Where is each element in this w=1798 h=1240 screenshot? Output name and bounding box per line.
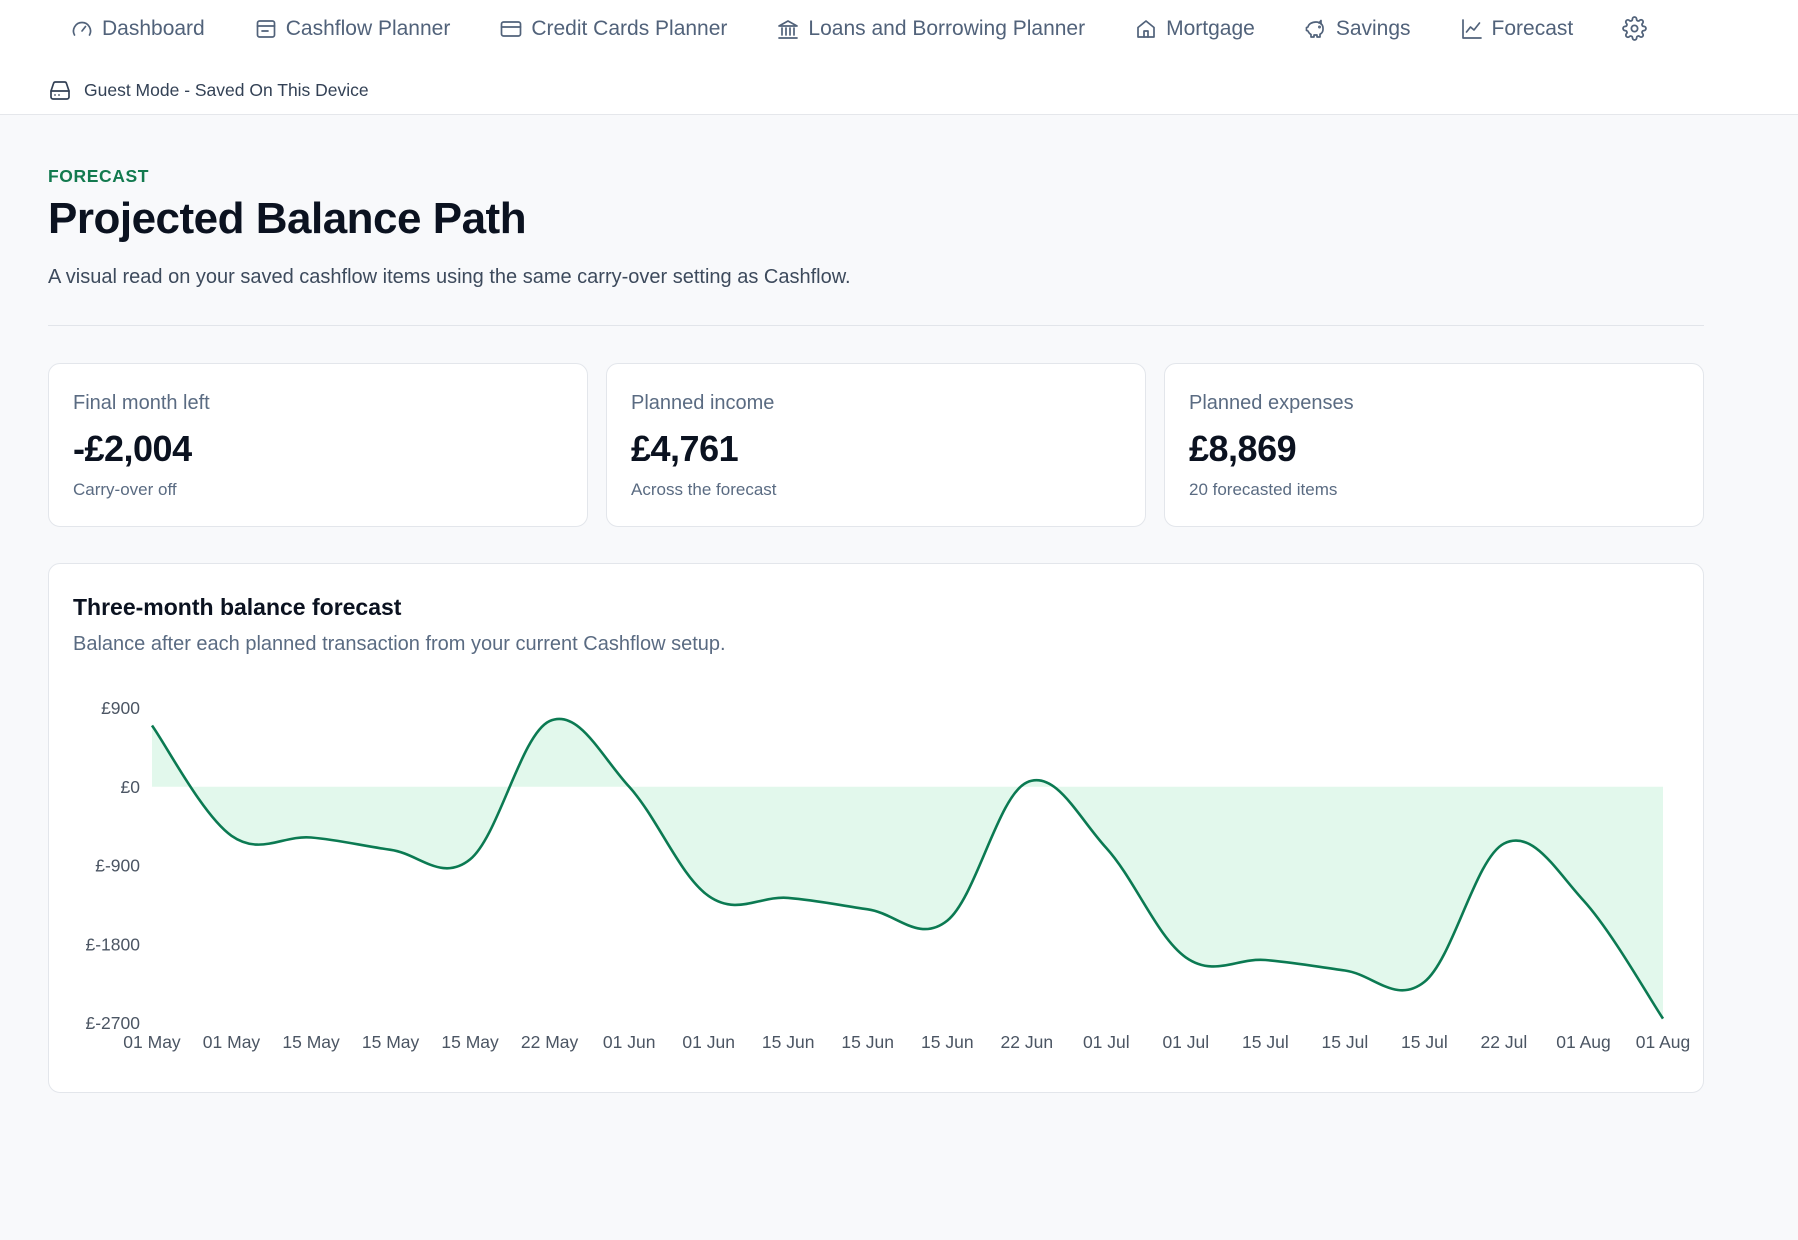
x-axis-tick-label: 01 Jul [1162, 1032, 1209, 1052]
balance-data-point[interactable] [1501, 841, 1507, 847]
x-axis-tick-label: 01 Aug [1636, 1032, 1691, 1052]
y-axis-tick-label: £-2700 [86, 1013, 141, 1033]
x-axis-tick-label: 15 May [441, 1032, 499, 1052]
stat-card-final-month-left: Final month left -£2,004 Carry-over off [48, 363, 588, 527]
balance-data-point[interactable] [1421, 979, 1427, 985]
x-axis-tick-label: 01 Aug [1556, 1032, 1611, 1052]
x-axis-tick-label: 01 Jun [682, 1032, 735, 1052]
balance-data-point[interactable] [1581, 898, 1587, 904]
stat-label: Planned income [631, 392, 775, 414]
x-axis-tick-label: 01 Jun [603, 1032, 656, 1052]
balance-data-point[interactable] [706, 893, 712, 899]
x-axis-tick-label: 01 May [203, 1032, 261, 1052]
header-divider [48, 325, 1704, 326]
x-axis-tick-label: 22 Jun [1001, 1032, 1054, 1052]
x-axis-tick-label: 15 Jun [921, 1032, 974, 1052]
page-eyebrow: FORECAST [48, 166, 150, 186]
nav-savings-label: Savings [1335, 16, 1411, 40]
x-axis-tick-label: 15 Jul [1322, 1032, 1369, 1052]
nav-mortgage-label: Mortgage [1166, 16, 1255, 40]
nav-dashboard[interactable]: Dashboard [70, 17, 205, 41]
balance-data-point[interactable] [1183, 954, 1189, 960]
chart-subtitle: Balance after each planned transaction f… [73, 633, 726, 655]
stat-value: £8,869 [1189, 428, 1297, 469]
balance-data-point[interactable] [1262, 957, 1268, 963]
nav-cashflow-planner[interactable]: Cashflow Planner [254, 16, 451, 41]
gear-icon [1622, 16, 1648, 41]
piggy-bank-icon [1305, 19, 1324, 38]
nav-savings[interactable]: Savings [1304, 17, 1411, 41]
nav-forecast[interactable]: Forecast [1460, 16, 1574, 41]
nav-loans-borrowing-planner[interactable]: Loans and Borrowing Planner [776, 17, 1085, 41]
balance-data-point[interactable] [229, 833, 235, 839]
bank-icon [778, 19, 799, 39]
main-nav: Dashboard Cashflow Planner Credit Cards … [70, 16, 1648, 41]
x-axis-tick-label: 01 Jul [1083, 1032, 1130, 1052]
balance-data-point[interactable] [547, 718, 553, 724]
x-axis-tick-label: 15 Jul [1401, 1032, 1448, 1052]
balance-data-point[interactable] [865, 906, 871, 912]
stat-value: -£2,004 [73, 428, 192, 469]
chart-title: Three-month balance forecast [73, 594, 402, 620]
x-axis-tick-label: 22 May [521, 1032, 579, 1052]
balance-data-point[interactable] [388, 847, 394, 853]
x-axis-tick-label: 22 Jul [1481, 1032, 1528, 1052]
balance-data-point[interactable] [149, 723, 155, 729]
nav-cashflow-planner-label: Cashflow Planner [285, 16, 451, 40]
balance-area-fill [152, 718, 1663, 1019]
nav-credit-cards-planner-label: Credit Cards Planner [531, 16, 728, 40]
balance-data-point[interactable] [308, 835, 314, 841]
stat-value: £4,761 [631, 428, 739, 469]
balance-data-point[interactable] [1024, 779, 1030, 785]
nav-loans-borrowing-planner-label: Loans and Borrowing Planner [808, 16, 1086, 40]
balance-data-point[interactable] [785, 895, 791, 901]
page-subtitle: A visual read on your saved cashflow ite… [48, 266, 851, 288]
balance-data-point[interactable] [1342, 968, 1348, 974]
stat-note: Carry-over off [73, 480, 177, 499]
stat-note: Across the forecast [631, 480, 777, 499]
x-axis-tick-label: 15 Jun [762, 1032, 815, 1052]
line-chart-icon [1461, 18, 1482, 39]
nav-credit-cards-planner[interactable]: Credit Cards Planner [499, 17, 727, 41]
stat-label: Final month left [73, 392, 210, 414]
credit-card-icon [500, 20, 522, 37]
nav-mortgage[interactable]: Mortgage [1134, 17, 1255, 41]
nav-dashboard-label: Dashboard [102, 16, 205, 40]
balance-data-point[interactable] [1103, 845, 1109, 851]
balance-series-line [150, 717, 1665, 1020]
home-icon [1137, 19, 1155, 38]
y-axis-tick-label: £0 [121, 777, 141, 797]
nav-forecast-label: Forecast [1491, 16, 1574, 40]
balance-data-point[interactable] [626, 784, 632, 790]
stat-card-planned-expenses: Planned expenses £8,869 20 forecasted it… [1164, 363, 1704, 527]
stat-label: Planned expenses [1189, 392, 1354, 414]
x-axis-tick-label: 15 Jul [1242, 1032, 1289, 1052]
balance-data-point[interactable] [1660, 1016, 1666, 1022]
balance-data-point[interactable] [944, 918, 950, 924]
wallet-icon [256, 19, 276, 38]
y-axis-tick-label: £900 [101, 698, 140, 718]
top-bar: Dashboard Cashflow Planner Credit Cards … [0, 0, 1798, 115]
hard-drive-icon [50, 81, 70, 100]
settings-button[interactable] [1622, 16, 1648, 41]
guest-mode-indicator: Guest Mode - Saved On This Device [48, 79, 369, 101]
x-axis-tick-label: 15 May [282, 1032, 340, 1052]
stat-note: 20 forecasted items [1189, 480, 1338, 499]
balance-forecast-chart-card: Three-month balance forecast Balance aft… [48, 563, 1704, 1093]
balance-data-point[interactable] [467, 856, 473, 862]
stat-card-planned-income: Planned income £4,761 Across the forecas… [606, 363, 1146, 527]
page-title: Projected Balance Path [48, 194, 527, 243]
y-axis-tick-label: £-1800 [86, 934, 141, 954]
y-axis-tick-label: £-900 [95, 856, 140, 876]
x-axis-tick-label: 15 May [362, 1032, 420, 1052]
x-axis-tick-label: 01 May [123, 1032, 181, 1052]
gauge-icon [72, 21, 92, 36]
guest-mode-label: Guest Mode - Saved On This Device [84, 79, 369, 100]
x-axis-tick-label: 15 Jun [841, 1032, 894, 1052]
